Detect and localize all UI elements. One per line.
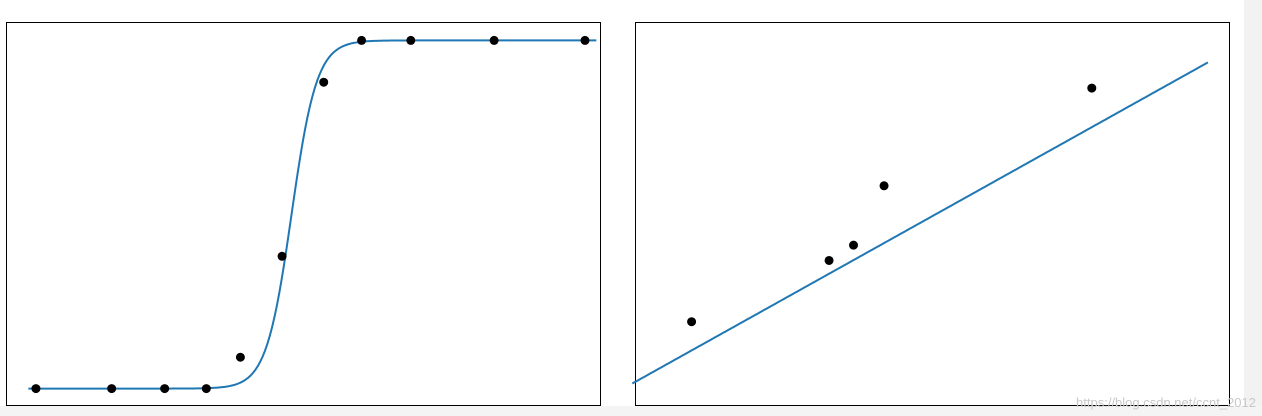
logistic-chart-plot-area — [28, 35, 597, 394]
linear-chart — [631, 22, 1230, 406]
logistic-chart-fit-line — [28, 39, 597, 390]
logistic-chart-data-point — [357, 35, 367, 45]
logistic-chart-data-point — [31, 384, 41, 394]
logistic-chart — [6, 22, 601, 406]
logistic-chart-data-point — [235, 352, 245, 362]
linear-chart-data-point — [849, 240, 859, 250]
watermark-text: https://blog.csdn.net/ccnt_2012 — [1076, 395, 1256, 410]
logistic-chart-data-point — [489, 35, 499, 45]
page-bottom-margin — [0, 406, 1262, 416]
linear-chart-fit-line — [631, 61, 1209, 385]
linear-chart-data-point — [687, 317, 697, 327]
linear-chart-data-point — [879, 181, 889, 191]
logistic-chart-data-point — [201, 384, 211, 394]
logistic-chart-data-point — [160, 384, 170, 394]
linear-chart-plot-area — [631, 61, 1209, 385]
logistic-chart-data-point — [107, 384, 117, 394]
logistic-chart-data-point — [319, 77, 329, 87]
logistic-chart-data-point — [277, 251, 287, 261]
linear-chart-data-point — [1087, 83, 1097, 93]
logistic-chart-data-point — [580, 35, 590, 45]
logistic-chart-data-point — [406, 35, 416, 45]
page-scroll-gutter — [1244, 0, 1262, 416]
linear-chart-data-point — [824, 255, 834, 265]
